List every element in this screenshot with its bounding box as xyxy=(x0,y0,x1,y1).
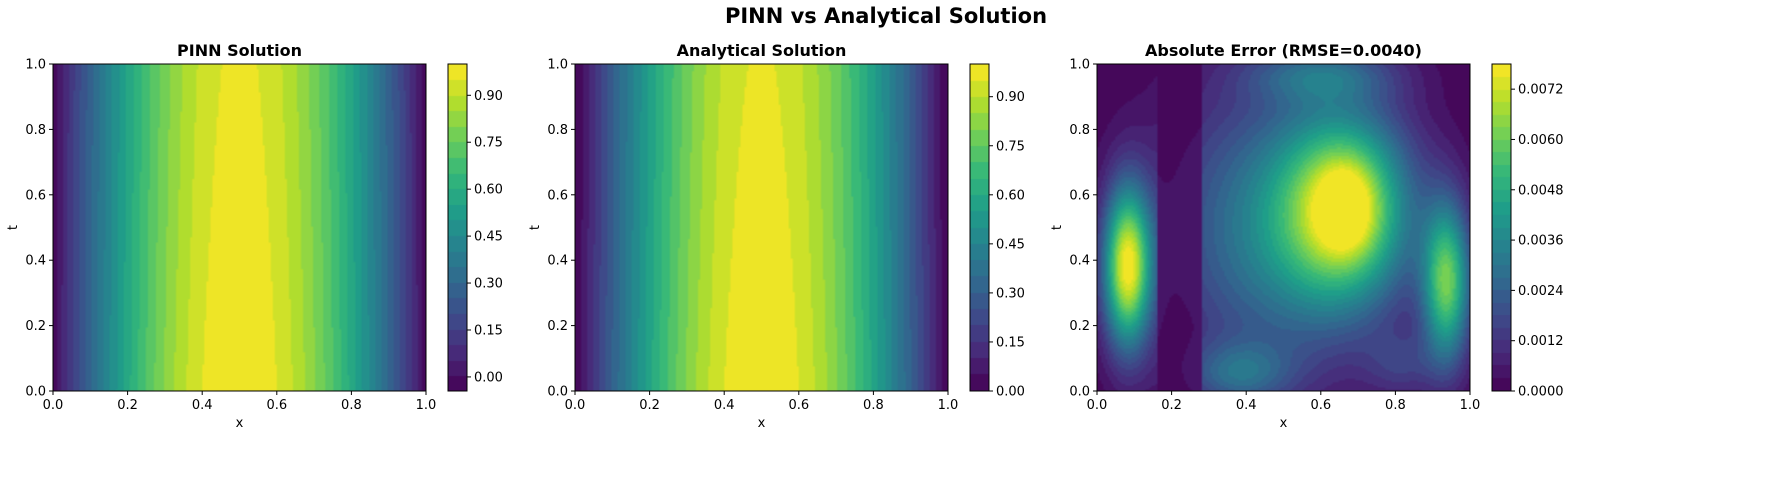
colorbar-tick-label: 0.15 xyxy=(996,335,1025,350)
colorbar-tick-label: 0.90 xyxy=(996,90,1025,105)
axes-frame-2 xyxy=(574,63,949,392)
colorbar-2 xyxy=(970,64,989,391)
x-tick-label: 0.6 xyxy=(788,398,809,413)
x-tick-label: 1.0 xyxy=(1460,398,1481,413)
y-tick-label: 0.8 xyxy=(25,123,46,138)
x-axis-label: x xyxy=(758,416,766,431)
y-tick-label: 0.4 xyxy=(547,254,568,269)
panel-title-2: Analytical Solution xyxy=(677,41,847,60)
y-tick-label: 0.0 xyxy=(1069,385,1090,400)
colorbar-tick-label: 0.15 xyxy=(474,323,503,338)
y-tick-label: 0.6 xyxy=(547,188,568,203)
colorbar-tick-label: 0.30 xyxy=(474,277,503,292)
axes-frame-1 xyxy=(52,63,427,392)
figure-title: PINN vs Analytical Solution xyxy=(724,4,1048,28)
heatmap-3 xyxy=(1097,64,1470,391)
x-tick-label: 0.4 xyxy=(1236,398,1257,413)
colorbar-3 xyxy=(1492,64,1511,391)
y-tick-label: 0.6 xyxy=(1069,188,1090,203)
y-axis-label: t xyxy=(6,225,21,230)
colorbar-tick-label: 0.00 xyxy=(996,385,1025,400)
x-tick-label: 0.8 xyxy=(863,398,884,413)
y-tick-label: 0.2 xyxy=(547,319,568,334)
colorbar-frame-1 xyxy=(447,63,468,392)
colorbar-tick-label: 0.75 xyxy=(474,136,503,151)
y-tick-label: 1.0 xyxy=(547,58,568,73)
colorbar-tick-label: 0.60 xyxy=(996,188,1025,203)
x-tick-label: 0.8 xyxy=(1385,398,1406,413)
x-tick-label: 0.0 xyxy=(1087,398,1108,413)
x-tick-label: 0.8 xyxy=(341,398,362,413)
colorbar-tick-label: 0.0024 xyxy=(1518,284,1564,299)
heatmap-2 xyxy=(575,64,948,391)
colorbar-frame-3 xyxy=(1491,63,1512,392)
x-tick-label: 0.0 xyxy=(43,398,64,413)
y-axis-label: t xyxy=(528,225,543,230)
x-tick-label: 0.2 xyxy=(639,398,660,413)
x-tick-label: 0.2 xyxy=(1161,398,1182,413)
x-tick-label: 0.4 xyxy=(192,398,213,413)
colorbar-1 xyxy=(448,64,467,391)
colorbar-tick-label: 0.0048 xyxy=(1518,183,1564,198)
colorbar-tick-label: 0.0036 xyxy=(1518,234,1564,249)
panel-title-1: PINN Solution xyxy=(177,41,302,60)
y-axis-label: t xyxy=(1050,225,1065,230)
y-tick-label: 0.8 xyxy=(1069,123,1090,138)
y-tick-label: 0.8 xyxy=(547,123,568,138)
colorbar-tick-label: 0.0060 xyxy=(1518,133,1564,148)
x-tick-label: 1.0 xyxy=(416,398,437,413)
colorbar-tick-label: 0.45 xyxy=(996,237,1025,252)
colorbar-frame-2 xyxy=(969,63,990,392)
y-tick-label: 0.4 xyxy=(25,254,46,269)
colorbar-tick-label: 0.0072 xyxy=(1518,83,1564,98)
x-tick-label: 0.6 xyxy=(266,398,287,413)
colorbar-tick-label: 0.30 xyxy=(996,286,1025,301)
x-axis-label: x xyxy=(1280,416,1288,431)
panel-title-3: Absolute Error (RMSE=0.0040) xyxy=(1145,41,1422,60)
colorbar-tick-label: 0.0012 xyxy=(1518,334,1564,349)
y-tick-label: 0.4 xyxy=(1069,254,1090,269)
colorbar-tick-label: 0.0000 xyxy=(1518,385,1564,400)
heatmap-1 xyxy=(53,64,426,391)
x-tick-label: 0.4 xyxy=(714,398,735,413)
axes-frame-3 xyxy=(1096,63,1471,392)
y-tick-label: 0.2 xyxy=(1069,319,1090,334)
y-tick-label: 0.0 xyxy=(547,385,568,400)
colorbar-tick-label: 0.60 xyxy=(474,183,503,198)
y-tick-label: 0.0 xyxy=(25,385,46,400)
colorbar-tick-label: 0.00 xyxy=(474,370,503,385)
y-tick-label: 1.0 xyxy=(25,58,46,73)
y-tick-label: 0.6 xyxy=(25,188,46,203)
x-tick-label: 1.0 xyxy=(938,398,959,413)
x-tick-label: 0.6 xyxy=(1310,398,1331,413)
colorbar-tick-label: 0.90 xyxy=(474,89,503,104)
y-tick-label: 0.2 xyxy=(25,319,46,334)
x-tick-label: 0.2 xyxy=(117,398,138,413)
colorbar-tick-label: 0.45 xyxy=(474,230,503,245)
colorbar-tick-label: 0.75 xyxy=(996,139,1025,154)
x-tick-label: 0.0 xyxy=(565,398,586,413)
x-axis-label: x xyxy=(236,416,244,431)
y-tick-label: 1.0 xyxy=(1069,58,1090,73)
